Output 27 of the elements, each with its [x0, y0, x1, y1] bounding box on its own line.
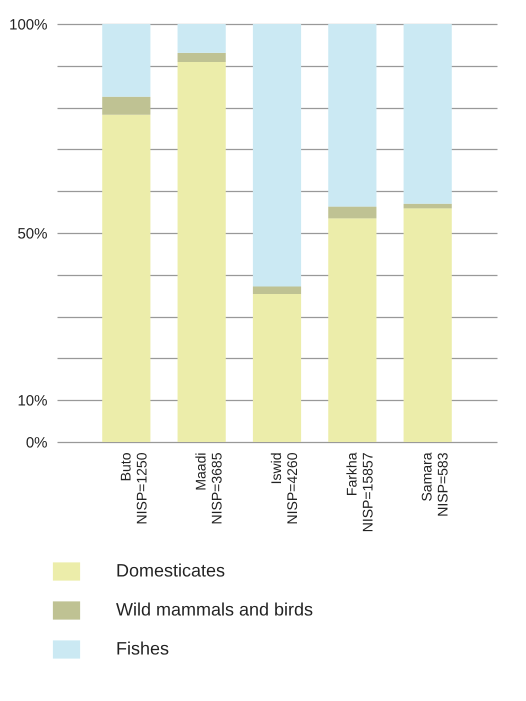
y-tick-label: 0% — [26, 434, 48, 452]
bar — [102, 96, 150, 115]
bar — [102, 114, 150, 442]
bar — [252, 294, 302, 442]
x-tick-label: Maadi NISP=3685 — [192, 452, 225, 524]
bar — [252, 24, 302, 287]
bar — [404, 204, 452, 208]
bar — [404, 208, 452, 442]
bar — [178, 24, 226, 53]
bar — [404, 24, 452, 204]
legend-label: Fishes — [116, 638, 170, 658]
y-tick-label: 50% — [17, 226, 48, 242]
legend-label: Wild mammals and birds — [116, 600, 314, 620]
x-tick-label: Buto NISP=1250 — [117, 452, 150, 524]
y-tick-label: 100% — [9, 16, 48, 34]
bar — [328, 218, 376, 442]
x-tick-label: Farkha NISP=15857 — [343, 452, 376, 532]
bar — [102, 24, 150, 97]
x-tick-label: Iswid NISP=4260 — [268, 452, 300, 524]
y-tick-label: 10% — [17, 392, 48, 410]
x-tick-label: Samara NISP=583 — [418, 452, 451, 517]
bar — [328, 206, 376, 218]
legend-label: Domesticates — [116, 560, 226, 580]
bar — [328, 24, 376, 207]
bar — [178, 52, 226, 62]
bar — [252, 286, 302, 294]
bar — [178, 62, 226, 442]
